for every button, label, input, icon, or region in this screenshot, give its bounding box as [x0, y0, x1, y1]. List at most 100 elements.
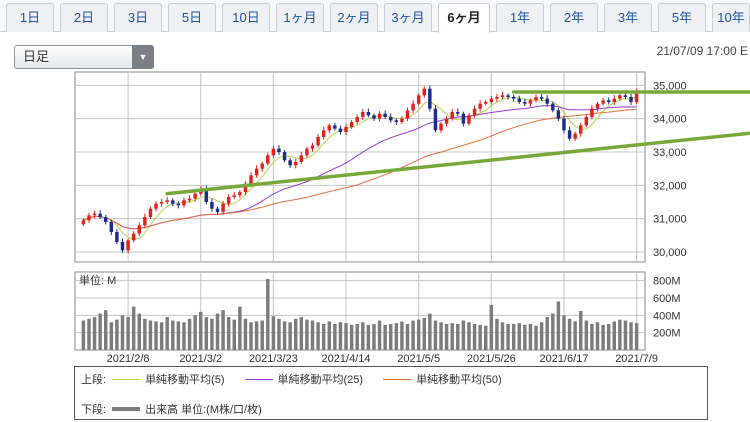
- volume-bar: [634, 323, 639, 350]
- tab-10y[interactable]: 10年: [712, 3, 750, 32]
- volume-bar: [266, 278, 270, 350]
- legend-upper-label: 上段:: [81, 374, 107, 386]
- volume-unit-label: 単位: M: [79, 273, 116, 287]
- x-tick-label: 2021/3/23: [249, 353, 298, 365]
- candle-body: [120, 242, 125, 251]
- x-tick-label: 2021/5/5: [397, 353, 440, 365]
- candle-body: [461, 113, 466, 124]
- tab-2d[interactable]: 2日: [60, 3, 108, 32]
- x-tick-label: 2021/7/9: [615, 353, 658, 365]
- tab-2m[interactable]: 2ヶ月: [330, 3, 378, 32]
- volume-bar: [405, 324, 410, 350]
- volume-bar: [590, 324, 594, 350]
- candle-body: [484, 102, 488, 104]
- candle-body: [595, 103, 600, 109]
- candle-body: [238, 192, 242, 196]
- volume-bar: [254, 321, 259, 350]
- ma50-line: [83, 108, 637, 230]
- volume-bar: [400, 321, 404, 350]
- volume-bar: [232, 319, 236, 350]
- volume-bar: [444, 324, 449, 350]
- x-tick-label: 2021/2/8: [107, 353, 150, 365]
- volume-bar: [551, 313, 555, 350]
- volume-bar: [467, 322, 471, 350]
- volume-bar: [495, 318, 499, 350]
- volume-bar: [215, 313, 220, 350]
- candle-body: [567, 130, 572, 139]
- volume-bar: [204, 317, 209, 350]
- candle-body: [333, 125, 337, 129]
- volume-bar: [511, 324, 516, 350]
- candle-body: [372, 115, 376, 119]
- chevron-down-icon[interactable]: ▼: [132, 45, 154, 69]
- tab-5y[interactable]: 5年: [658, 3, 706, 32]
- volume-bar: [623, 320, 628, 350]
- price-y-tick-label: 34,000: [653, 114, 687, 126]
- volume-bar: [439, 322, 443, 350]
- legend-item-ma50: 単純移動平均(50): [383, 371, 502, 387]
- volume-bar: [361, 322, 365, 350]
- tab-1m[interactable]: 1ヶ月: [276, 3, 324, 32]
- legend-text-ma25: 単純移動平均(25): [277, 374, 364, 386]
- candle-period-select[interactable]: 日足 ▼: [14, 45, 154, 69]
- volume-bar: [450, 323, 454, 350]
- candle-body: [355, 117, 359, 122]
- legend-item-ma5: 単純移動平均(5): [112, 371, 225, 387]
- candle-body: [148, 208, 153, 217]
- volume-bar: [171, 320, 175, 350]
- volume-bar: [316, 322, 320, 350]
- x-tick-label: 2021/5/26: [467, 353, 516, 365]
- tab-3d[interactable]: 3日: [114, 3, 162, 32]
- candle-period-value: 日足: [23, 49, 50, 64]
- tab-10d[interactable]: 10日: [222, 3, 270, 32]
- chart-legend: 上段: 単純移動平均(5) 単純移動平均(25) 単純移動平均(50) 下段: …: [74, 366, 708, 420]
- candle-body: [344, 127, 348, 132]
- volume-bar: [327, 321, 331, 350]
- candle-body: [489, 98, 494, 102]
- volume-bar: [294, 318, 298, 350]
- volume-bar: [567, 318, 572, 350]
- candle-body: [366, 112, 371, 116]
- volume-bar: [618, 319, 622, 350]
- candle-body: [131, 233, 136, 241]
- candle-body: [299, 155, 304, 162]
- candle-body: [444, 118, 449, 124]
- tab-3m[interactable]: 3ヶ月: [384, 3, 432, 32]
- legend-text-ma50: 単純移動平均(50): [416, 374, 502, 386]
- tab-1y[interactable]: 1年: [496, 3, 544, 32]
- volume-bar: [310, 320, 315, 350]
- legend-text-ma5: 単純移動平均(5): [145, 374, 225, 386]
- candle-body: [428, 88, 432, 109]
- volume-bar: [416, 319, 421, 350]
- candle-body: [210, 202, 214, 209]
- volume-bar: [389, 324, 393, 350]
- volume-bar: [299, 317, 304, 350]
- legend-lower-label: 下段:: [81, 404, 107, 416]
- candle-body: [590, 108, 594, 117]
- candle-body: [126, 240, 130, 251]
- tab-5d[interactable]: 5日: [168, 3, 216, 32]
- candle-body: [115, 232, 119, 242]
- tab-1d[interactable]: 1日: [6, 3, 54, 32]
- tab-2y[interactable]: 2年: [550, 3, 598, 32]
- candle-body: [528, 100, 533, 104]
- tab-6m[interactable]: 6ヶ月: [438, 3, 490, 33]
- volume-bar: [120, 315, 125, 350]
- volume-bar: [92, 317, 97, 350]
- volume-bar: [271, 316, 276, 350]
- volume-bar: [534, 325, 538, 350]
- volume-bar: [523, 324, 527, 350]
- candle-body: [416, 95, 421, 104]
- candle-body: [534, 97, 538, 101]
- candle-body: [143, 217, 147, 226]
- candle-body: [623, 95, 628, 97]
- tab-3y[interactable]: 3年: [604, 3, 652, 32]
- candle-body: [545, 98, 549, 104]
- legend-upper-row: 上段: 単純移動平均(5) 単純移動平均(25) 単純移動平均(50): [81, 371, 522, 387]
- volume-bar: [428, 313, 432, 350]
- volume-bar: [221, 310, 225, 350]
- candle-body: [327, 125, 331, 131]
- candle-body: [634, 92, 639, 102]
- price-y-tick-label: 35,000: [653, 80, 687, 92]
- legend-swatch-ma25: [244, 378, 273, 380]
